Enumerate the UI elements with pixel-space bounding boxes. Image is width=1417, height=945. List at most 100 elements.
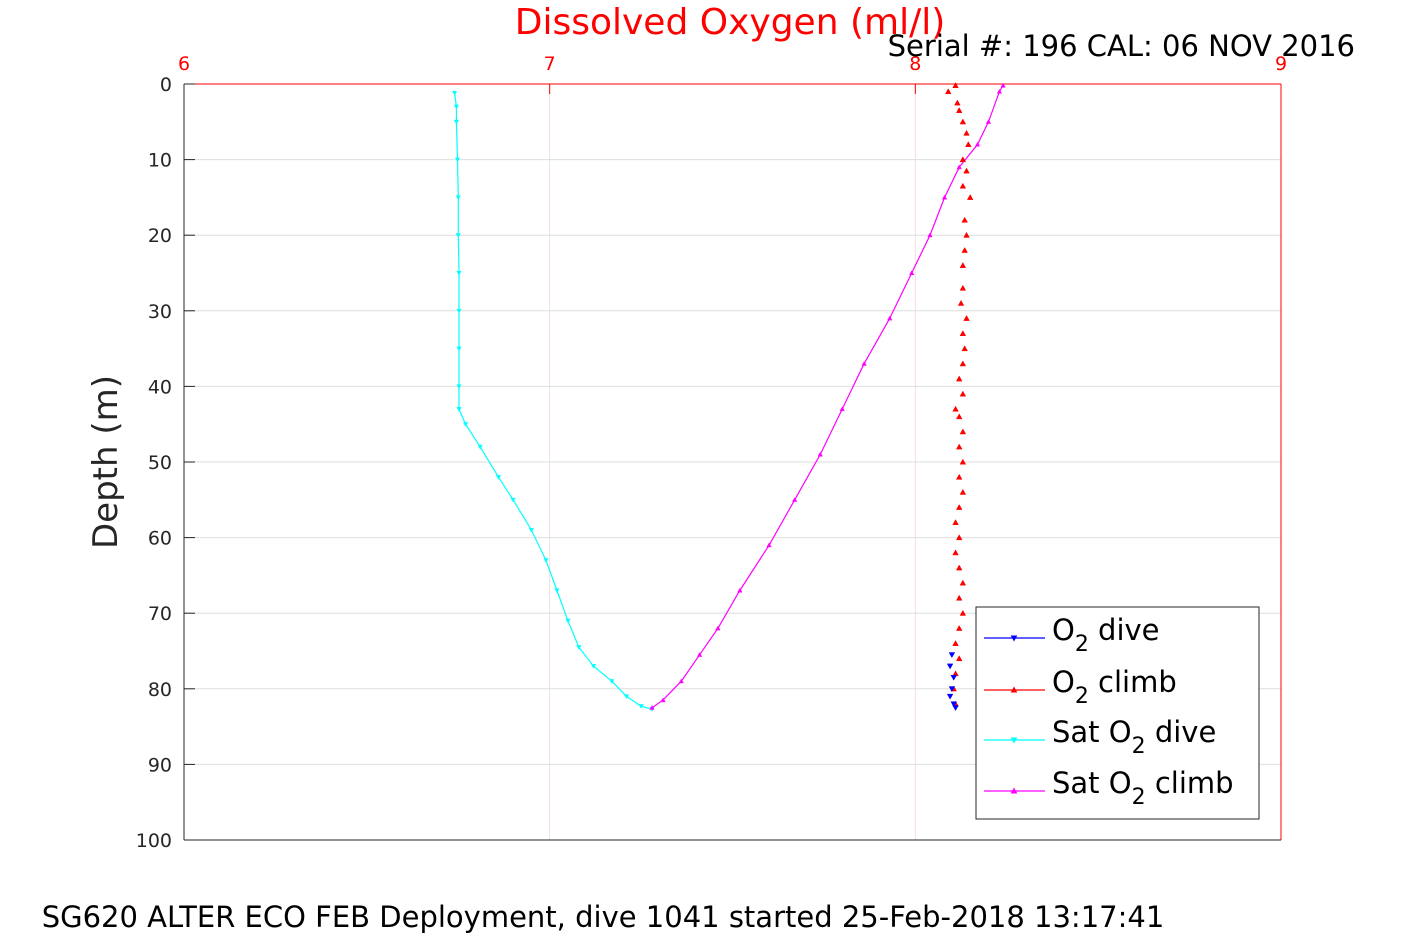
x-tick-label: 8 bbox=[909, 53, 921, 75]
data-point bbox=[952, 82, 959, 89]
legend-item-1: O2 climb bbox=[984, 665, 1177, 709]
data-point bbox=[510, 497, 516, 503]
legend-label-rest: dive bbox=[1146, 715, 1217, 749]
data-point bbox=[955, 473, 963, 480]
data-point bbox=[959, 488, 967, 495]
data-point bbox=[451, 91, 458, 96]
data-point bbox=[959, 182, 967, 189]
data-point bbox=[963, 167, 970, 174]
data-point bbox=[456, 384, 462, 390]
legend-label-main: O bbox=[1052, 613, 1075, 647]
series-line bbox=[651, 85, 1004, 709]
data-point bbox=[715, 625, 721, 631]
legend-label-rest: dive bbox=[1089, 613, 1160, 647]
data-point bbox=[945, 88, 952, 95]
series bbox=[451, 82, 1006, 712]
data-point bbox=[453, 104, 460, 110]
data-point bbox=[543, 558, 549, 563]
caption: SG620 ALTER ECO FEB Deployment, dive 104… bbox=[42, 900, 1165, 934]
data-point bbox=[959, 458, 967, 465]
data-point bbox=[974, 141, 981, 147]
legend-label-subscript: 2 bbox=[1132, 734, 1146, 759]
data-point bbox=[955, 594, 963, 601]
data-point bbox=[565, 618, 571, 624]
data-point bbox=[955, 413, 963, 420]
data-point bbox=[946, 663, 954, 670]
data-point bbox=[554, 588, 560, 594]
data-point bbox=[792, 497, 798, 502]
data-point bbox=[678, 678, 684, 684]
legend-label-rest: climb bbox=[1146, 766, 1234, 800]
data-point bbox=[456, 346, 462, 352]
legend-label-main: Sat O bbox=[1052, 715, 1132, 749]
data-point bbox=[941, 194, 948, 200]
data-point bbox=[963, 129, 970, 136]
data-point bbox=[927, 232, 933, 238]
data-point bbox=[649, 704, 655, 710]
data-point bbox=[861, 361, 867, 366]
y-tick-label: 80 bbox=[148, 679, 172, 701]
legend-label-main: Sat O bbox=[1052, 766, 1132, 800]
data-point bbox=[955, 564, 963, 571]
data-point bbox=[495, 475, 502, 480]
data-point bbox=[959, 609, 967, 616]
series-2 bbox=[451, 91, 655, 712]
data-point bbox=[952, 549, 959, 556]
data-point bbox=[959, 156, 967, 163]
legend-label-rest: climb bbox=[1089, 665, 1177, 699]
data-point bbox=[590, 664, 597, 669]
legend-label-main: O bbox=[1052, 665, 1075, 699]
data-point bbox=[456, 407, 462, 412]
y-axis-ticks: 0 10 20 30 40 50 60 70 80 90 100 bbox=[136, 74, 1281, 852]
legend-item-3: Sat O2 climb bbox=[984, 766, 1234, 810]
data-point bbox=[954, 99, 961, 106]
data-point bbox=[1000, 82, 1006, 88]
data-point bbox=[839, 406, 845, 412]
y-tick-label: 90 bbox=[148, 754, 172, 776]
data-point bbox=[887, 315, 893, 321]
data-point bbox=[959, 579, 967, 586]
data-point bbox=[952, 640, 959, 646]
legend-label-subscript: 2 bbox=[1075, 684, 1089, 709]
data-point bbox=[959, 262, 967, 268]
legend-label: Sat O2 climb bbox=[1052, 766, 1234, 810]
series-1 bbox=[945, 82, 974, 707]
y-tick-label: 20 bbox=[148, 225, 172, 247]
data-point bbox=[959, 330, 967, 336]
data-point bbox=[455, 195, 461, 201]
serial-label: Serial #: 196 CAL: 06 NOV 2016 bbox=[888, 29, 1355, 63]
data-point bbox=[453, 119, 460, 125]
chart-title: Dissolved Oxygen (ml/l) bbox=[515, 2, 946, 43]
legend-item-2: Sat O2 dive bbox=[984, 715, 1216, 759]
x-axis-ticks: 6 7 8 9 bbox=[178, 53, 1287, 840]
data-point bbox=[955, 443, 963, 450]
legend-item-0: O2 dive bbox=[984, 613, 1160, 657]
data-point bbox=[528, 528, 535, 533]
data-point bbox=[477, 444, 483, 450]
data-point bbox=[952, 519, 959, 525]
y-tick-label: 70 bbox=[148, 603, 172, 625]
data-point bbox=[959, 390, 967, 397]
x-tick-label: 7 bbox=[544, 53, 556, 75]
legend-marker bbox=[1010, 737, 1018, 744]
data-point bbox=[955, 655, 963, 662]
data-point bbox=[955, 625, 963, 631]
legend-label-subscript: 2 bbox=[1075, 632, 1089, 657]
data-point bbox=[996, 88, 1003, 94]
data-point bbox=[638, 704, 644, 709]
legend-box bbox=[975, 606, 1260, 820]
data-point bbox=[456, 270, 462, 276]
data-point bbox=[454, 157, 461, 163]
series-0 bbox=[946, 652, 959, 712]
data-point bbox=[946, 693, 954, 700]
series-line bbox=[454, 93, 653, 710]
data-point bbox=[961, 345, 968, 352]
data-point bbox=[950, 701, 957, 708]
data-point bbox=[959, 428, 967, 435]
data-point bbox=[959, 118, 967, 125]
legend-marker bbox=[1010, 635, 1018, 642]
data-point bbox=[948, 686, 956, 693]
y-tick-label: 40 bbox=[148, 376, 172, 398]
